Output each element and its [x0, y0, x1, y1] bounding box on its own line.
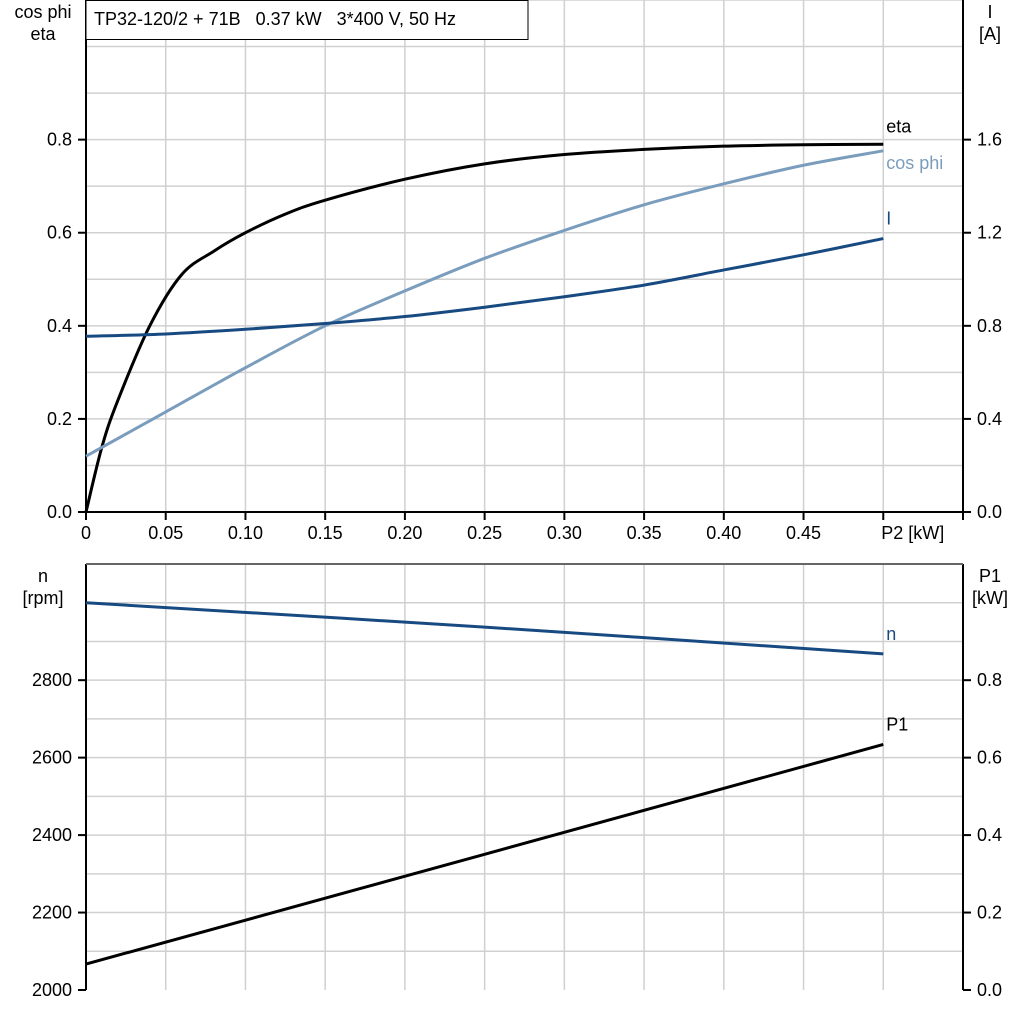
x-tick-label: 0.35: [627, 523, 662, 543]
x-tick-label: 0.20: [387, 523, 422, 543]
y-tick-label-left: 0.4: [47, 316, 72, 336]
y-tick-label-left: 2000: [32, 980, 72, 1000]
x-axis-label: P2 [kW]: [881, 523, 944, 543]
x-tick-label: 0.30: [547, 523, 582, 543]
y-tick-label-right: 1.6: [977, 130, 1002, 150]
y-tick-label-left: 2400: [32, 825, 72, 845]
y-axis-label-left: n: [38, 566, 48, 586]
series-line-cos-phi: [85, 149, 884, 458]
y-tick-label-left: 2800: [32, 670, 72, 690]
y-tick-label-left: 0.6: [47, 223, 72, 243]
y-tick-label-right: 0.8: [977, 316, 1002, 336]
series-label-eta: eta: [886, 116, 912, 136]
x-tick-label: 0.10: [228, 523, 263, 543]
x-tick-label: 0.45: [786, 523, 821, 543]
y-axis-label-right: I: [987, 2, 992, 22]
series-line-n: [85, 601, 884, 656]
y-tick-label-left: 0.8: [47, 130, 72, 150]
y-tick-label-left: 2600: [32, 748, 72, 768]
bottom-plot: 200022002400260028000.00.20.40.60.8n[rpm…: [22, 563, 1008, 1000]
series-line-i: [85, 237, 884, 338]
y-tick-label-right: 0.8: [977, 670, 1002, 690]
title-box: [85, 0, 529, 40]
y-tick-label-left: 0.0: [47, 502, 72, 522]
y-tick-label-right: 0.4: [977, 825, 1002, 845]
series-label-cos-phi: cos phi: [886, 153, 943, 173]
y-axis-label-left: cos phi: [14, 2, 71, 22]
x-tick-label: 0.40: [706, 523, 741, 543]
y-tick-label-right: 0.0: [977, 980, 1002, 1000]
series-label-p1: P1: [886, 714, 908, 734]
y-tick-label-left: 2200: [32, 903, 72, 923]
y-axis-label-left: eta: [30, 24, 56, 44]
series-label-n: n: [886, 624, 896, 644]
y-tick-label-right: 0.0: [977, 502, 1002, 522]
y-tick-label-left: 0.2: [47, 409, 72, 429]
y-tick-label-right: 1.2: [977, 223, 1002, 243]
x-tick-label: 0.15: [308, 523, 343, 543]
y-axis-label-right: [A]: [979, 24, 1001, 44]
series-line-p1: [85, 743, 884, 966]
y-tick-label-right: 0.6: [977, 748, 1002, 768]
y-axis-label-left: [rpm]: [22, 588, 63, 608]
y-tick-label-right: 0.4: [977, 409, 1002, 429]
y-tick-label-right: 0.2: [977, 903, 1002, 923]
y-axis-label-right: [kW]: [972, 588, 1008, 608]
x-tick-label: 0.05: [148, 523, 183, 543]
x-tick-label: 0.25: [467, 523, 502, 543]
series-label-i: I: [886, 209, 891, 229]
chart-title: TP32-120/2 + 71B 0.37 kW 3*400 V, 50 Hz: [94, 9, 456, 29]
x-tick-label: 0: [81, 523, 91, 543]
y-axis-label-right: P1: [979, 566, 1001, 586]
series-line-eta: [84, 142, 884, 513]
